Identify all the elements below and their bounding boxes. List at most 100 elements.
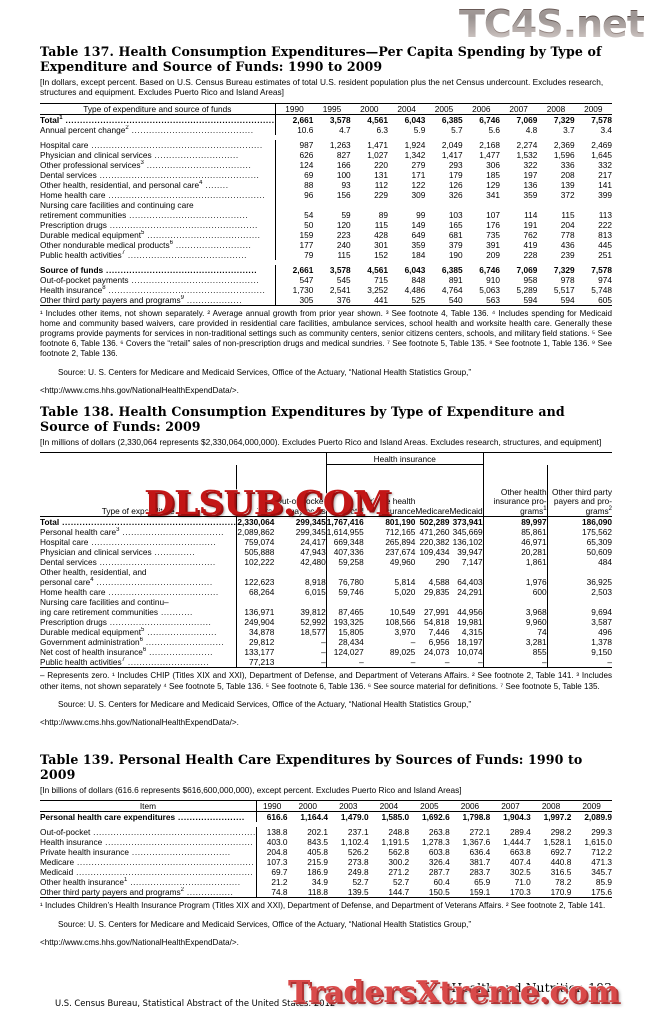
table-cell: 5.6 [488, 124, 500, 135]
row-label: Prescription drugs .....................… [40, 219, 258, 230]
table-cell: 6,043 [404, 114, 426, 125]
table-cell: 115 [337, 249, 351, 260]
table-cell: 1,645 [591, 149, 612, 160]
table-cell: 1,528.1 [543, 837, 572, 848]
table-cell: 240 [336, 239, 351, 250]
table-cell: 50 [274, 219, 314, 230]
table-cell: 419 [523, 239, 538, 250]
table-row: Source of funds ........................… [40, 264, 612, 275]
row-label: Physician and clinical services ........… [40, 149, 239, 160]
column-header-2007: 2007 [509, 103, 528, 114]
row-label: Private health insurance ...............… [40, 847, 231, 858]
leader-dots: ........................................… [102, 837, 254, 848]
table-138-headnote: [In millions of dollars (2,330,064 repre… [40, 437, 602, 447]
table-138-block: Table 138. Health Consumption Expenditur… [40, 404, 612, 736]
table-row: Public health activities7 ..............… [40, 657, 612, 668]
table-cell: 249.8 [347, 867, 369, 878]
table-cell: 69 [274, 169, 314, 180]
table-cell: 345.7 [591, 867, 612, 878]
table-cell: 59,746 [325, 587, 364, 598]
leader-dots: ........................................… [124, 249, 248, 260]
table-row: Hospital care ..........................… [40, 139, 612, 150]
table-row: Out-of-pocket ..........................… [40, 827, 612, 838]
table-cell: 1,615.0 [584, 837, 612, 848]
leader-dots: ................................... [119, 527, 225, 538]
column-header-1990: 1990 [274, 103, 314, 115]
table-row: Dental services ........................… [40, 557, 612, 568]
table-row: Public health activities7 ..............… [40, 249, 612, 260]
table-cell: 71.0 [514, 877, 531, 888]
table-row: Dental services ........................… [40, 169, 612, 180]
table-cell: 50,609 [546, 547, 612, 558]
table-cell: 77,213 [236, 657, 275, 668]
table-cell [364, 567, 416, 577]
column-header-total: Total [236, 464, 275, 517]
table-cell: 2,049 [441, 139, 463, 150]
column-header-2000: 2000 [298, 801, 317, 812]
footnote-marker: 7 [121, 657, 125, 664]
table-cell: 204.8 [255, 847, 288, 858]
table-cell: 136,102 [452, 537, 483, 548]
table-cell: 190 [448, 249, 463, 260]
table-cell: 186,090 [546, 516, 612, 528]
table-cell: 403.0 [255, 837, 288, 848]
table-cell: 759,074 [236, 537, 275, 548]
row-label: Home health care .......................… [40, 189, 266, 200]
table-cell: 239 [560, 249, 575, 260]
table-cell [546, 567, 612, 578]
table-cell: 249,904 [236, 617, 275, 628]
row-label: Other health insurance1 ................… [40, 877, 241, 888]
stub-header: Type of expenditure [101, 506, 175, 517]
row-label: Personal health care expenditures ......… [40, 812, 245, 823]
table-cell [325, 597, 364, 608]
column-header-2009: 2009 [584, 103, 603, 114]
table-cell: 2,541 [329, 284, 351, 295]
table-cell: – [321, 657, 326, 668]
row-label: Nursing care facilities and continu– [40, 597, 169, 608]
table-cell: 5,814 [394, 577, 416, 588]
table-cell: 5.7 [451, 124, 463, 135]
row-label: Health insurance8 ......................… [40, 284, 266, 295]
table-cell: 208 [560, 169, 575, 180]
table-cell: 3,968 [482, 607, 548, 618]
table-row: Other nondurable medical products6 .....… [40, 239, 612, 250]
table-row: Other professional services3 ...........… [40, 159, 612, 170]
leader-dots: ...................... [146, 647, 214, 658]
table-cell: 1,997.2 [543, 812, 572, 823]
table-137-footnotes: ¹ Includes other items, not shown separa… [40, 308, 612, 359]
table-cell: 306 [486, 159, 500, 170]
table-cell: 49,960 [389, 557, 416, 568]
leader-dots: ...................................... [105, 587, 219, 598]
leader-dots: ............................ [124, 657, 210, 668]
table-cell: 471,260 [419, 527, 450, 538]
table-cell: – [321, 637, 326, 648]
leader-dots: ........................................ [96, 557, 216, 568]
group-header-health-insurance: Health insurance [325, 452, 484, 466]
table-cell: – [444, 657, 450, 668]
table-cell: 801,190 [385, 517, 416, 528]
table-cell: 712,165 [385, 527, 416, 538]
table-row: Nursing care facilities and continu– [40, 597, 612, 608]
table-cell: 2,089,862 [236, 527, 275, 538]
table-cell: 7,329 [553, 114, 575, 125]
table-cell: 59 [341, 209, 351, 220]
table-cell: 136,971 [236, 607, 275, 618]
table-cell: 299.3 [591, 827, 612, 838]
footnote-marker: 9 [180, 294, 184, 301]
leader-dots: .......................... [172, 239, 252, 250]
table-cell: 1,191.5 [381, 837, 410, 848]
table-row: Other third party payers and programs9 .… [40, 294, 612, 306]
table-cell: 4.7 [339, 124, 351, 135]
table-cell: 616.6 [255, 811, 288, 823]
table-cell: 100 [336, 169, 351, 180]
table-138-source-url: <http://www.cms.hhs.gov/NationalHealthEx… [40, 718, 239, 728]
table-cell: 7,578 [591, 264, 612, 275]
table-cell: 441 [374, 294, 388, 305]
table-cell: 1,477 [479, 149, 500, 160]
table-cell: 193,325 [325, 617, 364, 628]
table-cell: 159 [274, 229, 314, 240]
table-cell: 263.8 [428, 827, 450, 838]
table-139-headnote: [In billions of dollars (616.6 represent… [40, 785, 462, 795]
table-cell: 248.8 [388, 827, 410, 838]
table-cell: 9,150 [546, 647, 612, 658]
